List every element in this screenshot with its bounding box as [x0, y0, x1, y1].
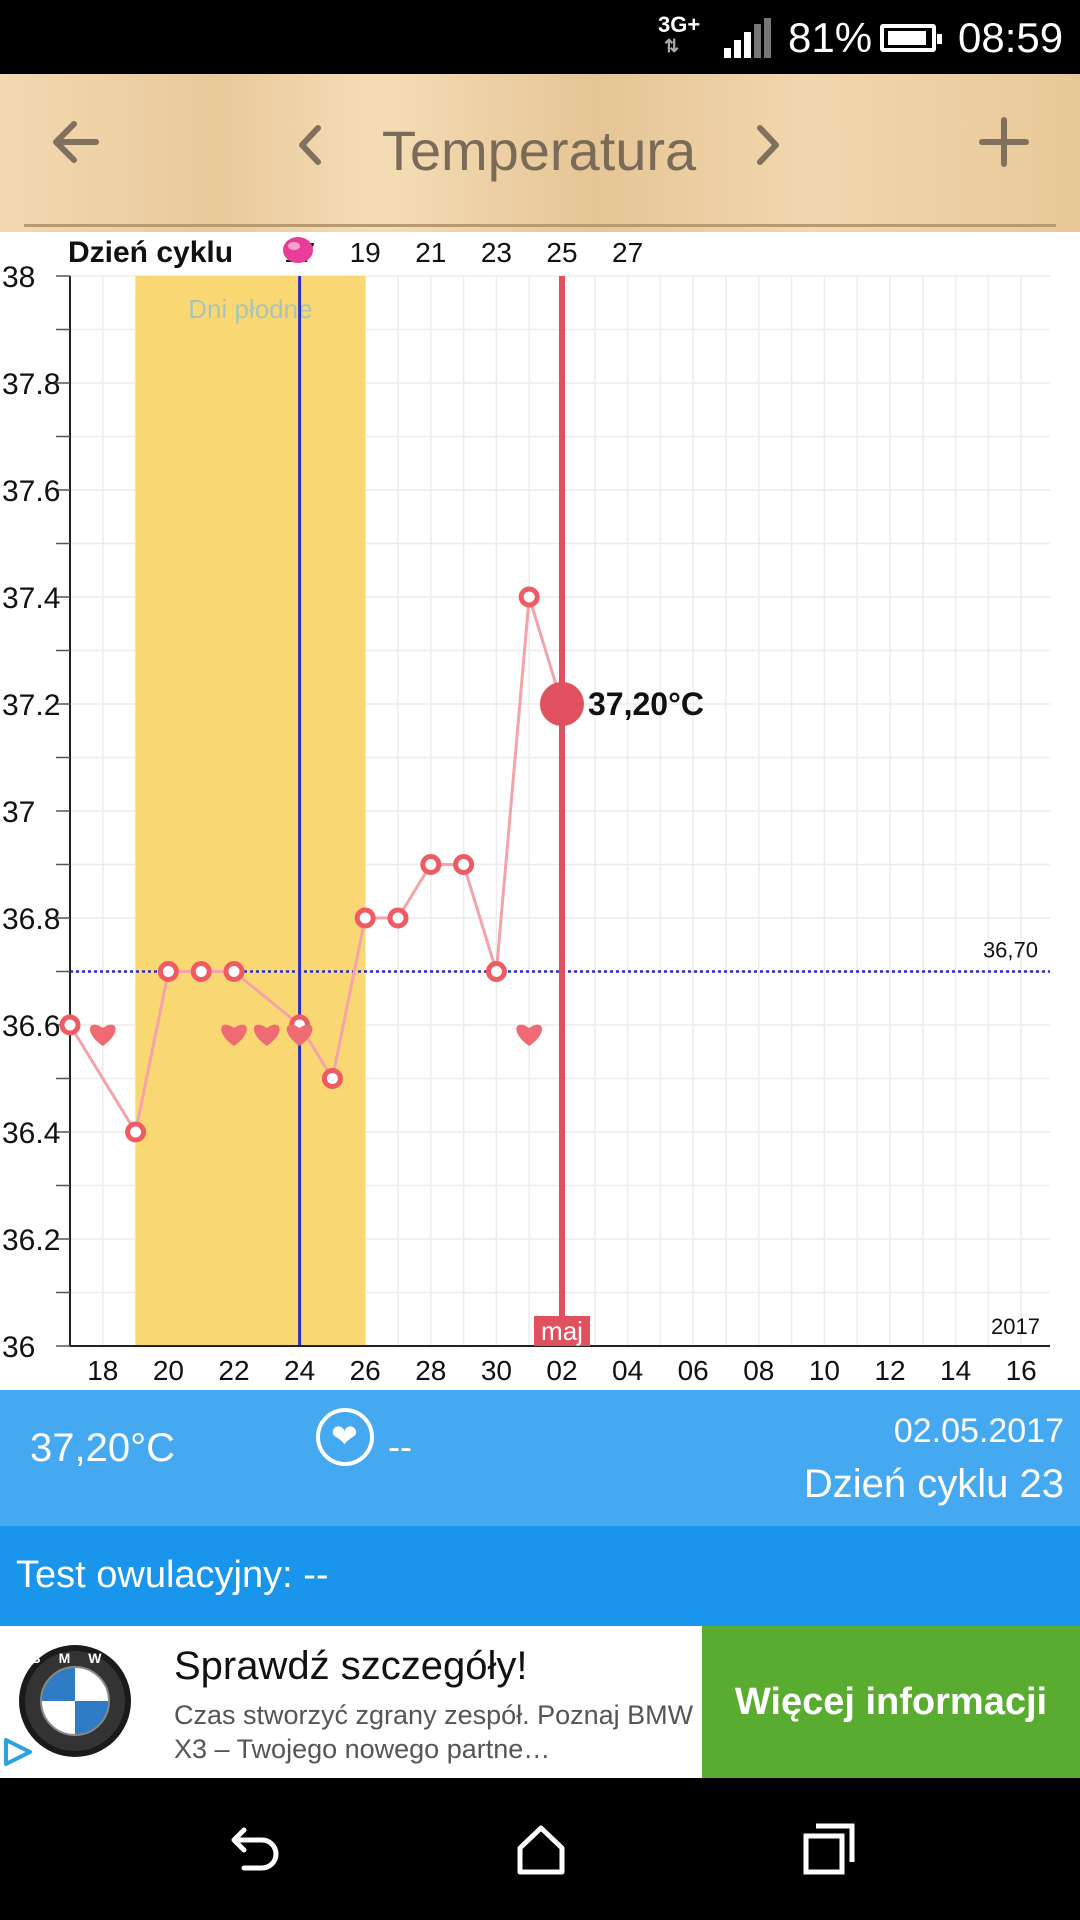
y-tick-label: 37.4 [2, 582, 60, 615]
x-tick-label: 28 [415, 1355, 446, 1386]
selected-date: 02.05.2017 [893, 1412, 1064, 1450]
bmw-logo-icon[interactable]: BMW [18, 1644, 132, 1758]
chevron-right-icon[interactable] [748, 120, 788, 170]
ad-headline[interactable]: Sprawdź szczegóły! [174, 1644, 528, 1688]
chevron-left-icon[interactable] [290, 120, 330, 170]
fertile-window [135, 276, 366, 1346]
ovulation-test-label: Test owulacyjny: -- [16, 1554, 329, 1596]
period-drop-icon [283, 237, 313, 263]
bmw-logo-letters: BMW [31, 1650, 120, 1666]
y-tick-label: 38 [2, 261, 35, 294]
x-tick-label: 16 [1006, 1355, 1037, 1386]
x-tick-label: 08 [743, 1355, 774, 1386]
month-badge [534, 1316, 590, 1346]
intercourse-markers [89, 1024, 543, 1046]
temperature-point [223, 961, 245, 982]
temperature-point [453, 854, 475, 875]
y-tick-label: 36.4 [2, 1117, 60, 1150]
cycle-day-tick: 23 [481, 237, 512, 268]
x-tick-label: 10 [809, 1355, 840, 1386]
temperature-points[interactable] [59, 586, 540, 1143]
heart-icon [286, 1024, 313, 1046]
battery-percent: 81% [788, 14, 873, 61]
x-axis-ticks: 18 20 22 24 26 28 30 02 04 06 08 10 12 14 16 [87, 1355, 1037, 1386]
x-tick-label: 04 [612, 1355, 643, 1386]
chart-svg[interactable]: Dni płodne 36,70 36 36.2 36.4 36.6 36.8 37 37.… [0, 232, 1080, 1390]
y-tick-label: 36.6 [2, 1010, 60, 1043]
battery-icon [880, 24, 942, 52]
nav-recent-icon[interactable] [798, 1818, 860, 1880]
current-temperature-label: 37,20°C [588, 686, 704, 722]
y-tick-label: 37.2 [2, 689, 60, 722]
ovulation-test-panel[interactable]: Test owulacyjny: -- [0, 1526, 1080, 1626]
cycle-day-tick: 19 [350, 237, 381, 268]
y-tick-label: 36 [2, 1331, 35, 1364]
temperature-point [387, 907, 409, 929]
x-tick-label: 06 [678, 1355, 709, 1386]
x-tick-label: 22 [218, 1355, 249, 1386]
cycle-day-ticks: 171921232527 [284, 237, 643, 268]
temperature-point [190, 961, 212, 982]
info-panel[interactable]: 37,20°C ❤ -- 02.05.2017 Dzień cyklu 23 [0, 1390, 1080, 1526]
reference-label: 36,70 [983, 938, 1038, 963]
heart-icon [89, 1024, 116, 1046]
cycle-day-tick: 25 [546, 237, 577, 268]
toolbar-divider [24, 224, 1056, 227]
x-tick-label: 20 [153, 1355, 184, 1386]
plus-icon[interactable] [978, 112, 1030, 172]
navigation-bar [0, 1778, 1080, 1920]
temperature-chart[interactable]: Dni płodne 36,70 36 36.2 36.4 36.6 36.8 37 37.… [0, 232, 1080, 1390]
temperature-point [59, 1014, 81, 1036]
selected-temperature: 37,20°C [30, 1426, 175, 1470]
temperature-point [157, 961, 179, 982]
ad-description[interactable]: Czas stworzyć zgrany zespół. Poznaj BMW … [174, 1700, 694, 1764]
x-tick-label: 18 [87, 1355, 118, 1386]
x-tick-label: 30 [481, 1355, 512, 1386]
adchoices-icon[interactable] [0, 1734, 36, 1770]
year-label: 2017 [991, 1314, 1040, 1339]
y-tick-label: 37 [2, 796, 35, 829]
temperature-point [321, 1068, 343, 1089]
x-tick-label: 02 [546, 1355, 577, 1386]
nav-back-icon[interactable] [222, 1818, 284, 1880]
current-temperature-point[interactable] [540, 682, 584, 726]
heart-icon [516, 1024, 543, 1046]
cycle-day-tick: 21 [415, 237, 446, 268]
heart-icon [253, 1024, 280, 1046]
temperature-point [354, 907, 376, 929]
clock: 08:59 [958, 14, 1064, 61]
temperature-point [485, 961, 507, 982]
nav-home-icon[interactable] [510, 1818, 572, 1880]
back-arrow-icon[interactable] [46, 112, 106, 172]
period-drop-highlight [288, 242, 300, 250]
network-arrows-icon: ⇅ [664, 36, 680, 56]
y-tick-label: 37.8 [2, 368, 60, 401]
intercourse-value: -- [388, 1426, 412, 1467]
page-title: Temperatura [381, 119, 697, 182]
x-tick-label: 26 [350, 1355, 381, 1386]
ad-cta-button[interactable]: Więcej informacji [702, 1626, 1080, 1778]
x-tick-label: 12 [874, 1355, 905, 1386]
cycle-day-label: Dzień cyklu [68, 236, 233, 269]
month-label: maj [541, 1316, 583, 1346]
y-tick-label: 36.2 [2, 1224, 60, 1257]
selected-cycle-day: Dzień cyklu 23 [803, 1462, 1064, 1506]
x-tick-label: 24 [284, 1355, 315, 1386]
heart-icon [221, 1024, 247, 1046]
toolbar: Temperatura [0, 74, 1080, 232]
temperature-point [420, 854, 442, 875]
network-type: 3G+ [658, 12, 701, 37]
heart-circle-icon[interactable]: ❤ [316, 1408, 374, 1466]
y-tick-label: 36.8 [2, 903, 60, 936]
signal-icon [724, 18, 771, 58]
y-tick-label: 37.6 [2, 475, 60, 508]
y-axis-ticks: 36 36.2 36.4 36.6 36.8 37 37.2 37.4 37.6 37.8 38 [2, 261, 60, 1364]
status-bar: 3G+ ⇅ 81% 08:59 [0, 0, 1080, 74]
fertile-window-label: Dni płodne [188, 294, 312, 324]
x-tick-label: 14 [940, 1355, 971, 1386]
cycle-day-tick: 27 [612, 237, 643, 268]
temperature-point [125, 1121, 147, 1143]
temperature-point [518, 586, 540, 608]
ad-banner[interactable]: BMW Sprawdź szczegóły! Czas stworzyć zgr… [0, 1626, 1080, 1778]
